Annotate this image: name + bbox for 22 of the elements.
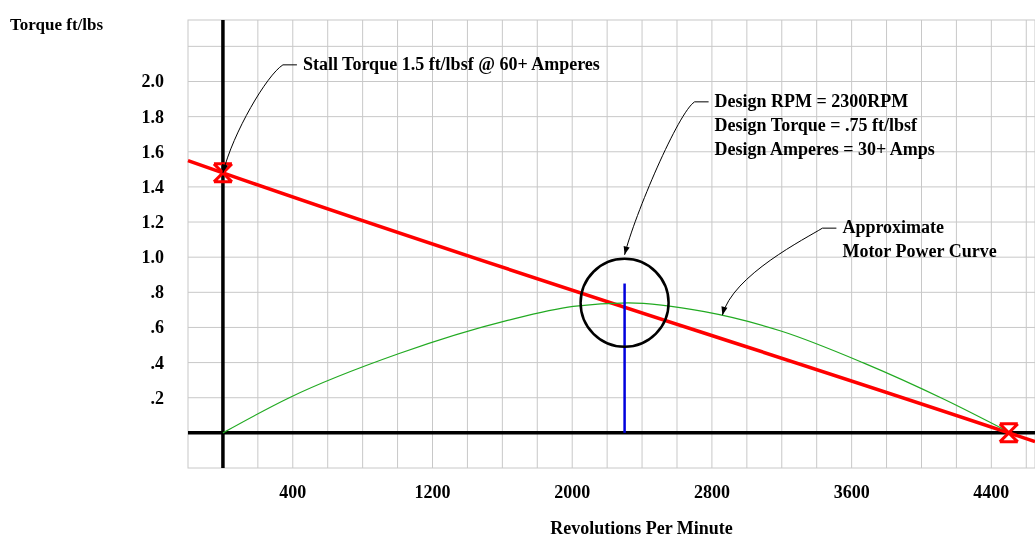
x-tick-label: 4400 (973, 482, 1010, 502)
y-tick-label: 2.0 (141, 71, 164, 92)
x-axis-title: Revolutions Per Minute (550, 518, 733, 538)
annotation: Stall Torque 1.5 ft/lbsf @ 60+ Amperes (302, 53, 600, 74)
annotation: Approximate Motor Power Curve (842, 217, 997, 262)
x-tick-label: 2000 (554, 482, 591, 502)
y-axis-title: Torque ft/lbs (10, 15, 104, 34)
x-tick-label: 2800 (693, 482, 730, 502)
y-tick-label: .4 (150, 352, 164, 373)
y-tick-label: 1.8 (141, 106, 164, 127)
annotation: Design RPM = 2300RPM Design Torque = .75 ft/lbsf Design Amperes = 30+ Amps (714, 90, 935, 159)
line-series (186, 158, 1035, 444)
y-tick-label: 1.2 (141, 212, 164, 233)
y-tick-label: .6 (150, 317, 164, 338)
y-tick-label: .8 (150, 282, 164, 303)
y-tick-label: 1.4 (141, 176, 164, 197)
y-tick-label: .2 (150, 387, 164, 408)
x-tick-label: 400 (279, 482, 307, 502)
x-tick-label: 3600 (833, 482, 870, 502)
x-tick-label: 1200 (414, 482, 451, 502)
y-tick-label: 1.0 (141, 247, 164, 268)
y-tick-label: 1.6 (141, 141, 164, 162)
